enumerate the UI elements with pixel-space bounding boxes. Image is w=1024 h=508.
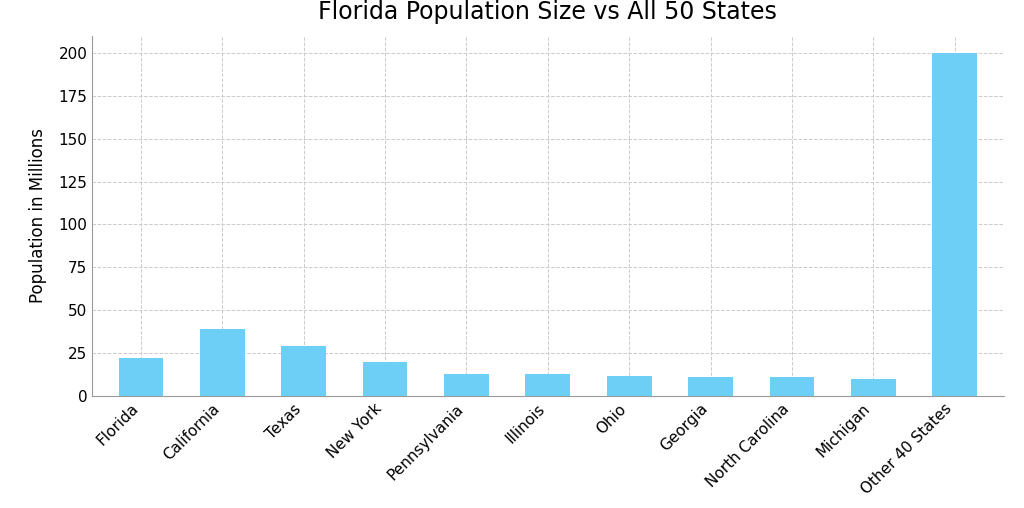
Bar (200, 329, 245, 396)
Bar (282, 346, 326, 396)
Title: Florida Population Size vs All 50 States: Florida Population Size vs All 50 States (318, 0, 777, 24)
Bar (932, 53, 977, 396)
Bar (607, 375, 651, 396)
Bar (688, 377, 733, 396)
Bar (119, 359, 164, 396)
Bar (444, 374, 488, 396)
Bar (362, 362, 408, 396)
Bar (851, 379, 896, 396)
Y-axis label: Population in Millions: Population in Millions (30, 129, 47, 303)
Bar (525, 374, 570, 396)
Bar (770, 377, 814, 396)
